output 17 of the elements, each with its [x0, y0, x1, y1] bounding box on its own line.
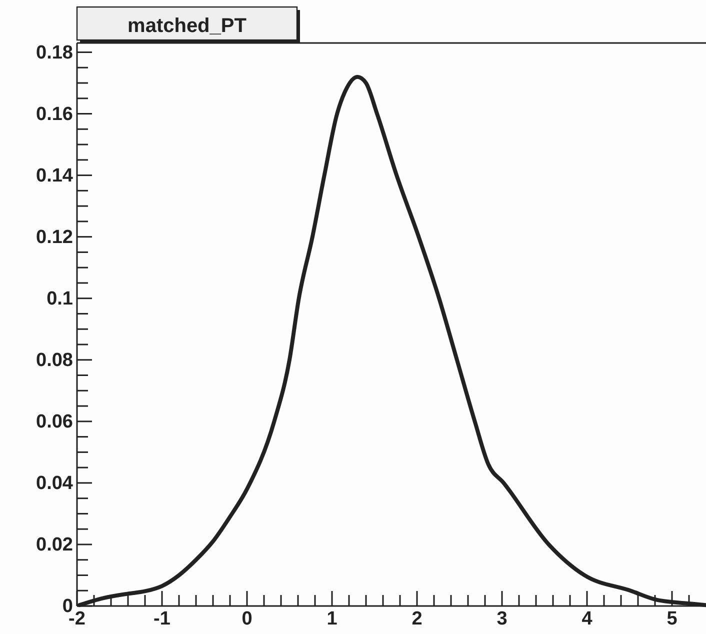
y-tick-label: 0.06 [36, 411, 73, 432]
x-tick-label: -1 [154, 608, 171, 630]
x-tick-label: 0 [242, 608, 252, 630]
x-tick-label: 1 [326, 608, 338, 630]
y-tick-label: 0.04 [36, 473, 74, 494]
chart-title: matched_PT [128, 15, 246, 37]
y-tick-label: 0.02 [36, 534, 73, 556]
x-tick-label: 2 [412, 608, 422, 630]
y-tick-label: 0.14 [36, 165, 74, 186]
x-tick-label: 4 [582, 608, 593, 630]
y-tick-label: 0.1 [46, 288, 74, 310]
y-tick-label: 0.18 [36, 42, 73, 64]
y-tick-label: 0.12 [36, 226, 73, 248]
x-tick-label: 5 [666, 608, 678, 630]
x-tick-label: 3 [496, 608, 508, 630]
y-tick-label: 0.08 [36, 350, 73, 371]
y-tick-label: 0.16 [36, 104, 73, 125]
